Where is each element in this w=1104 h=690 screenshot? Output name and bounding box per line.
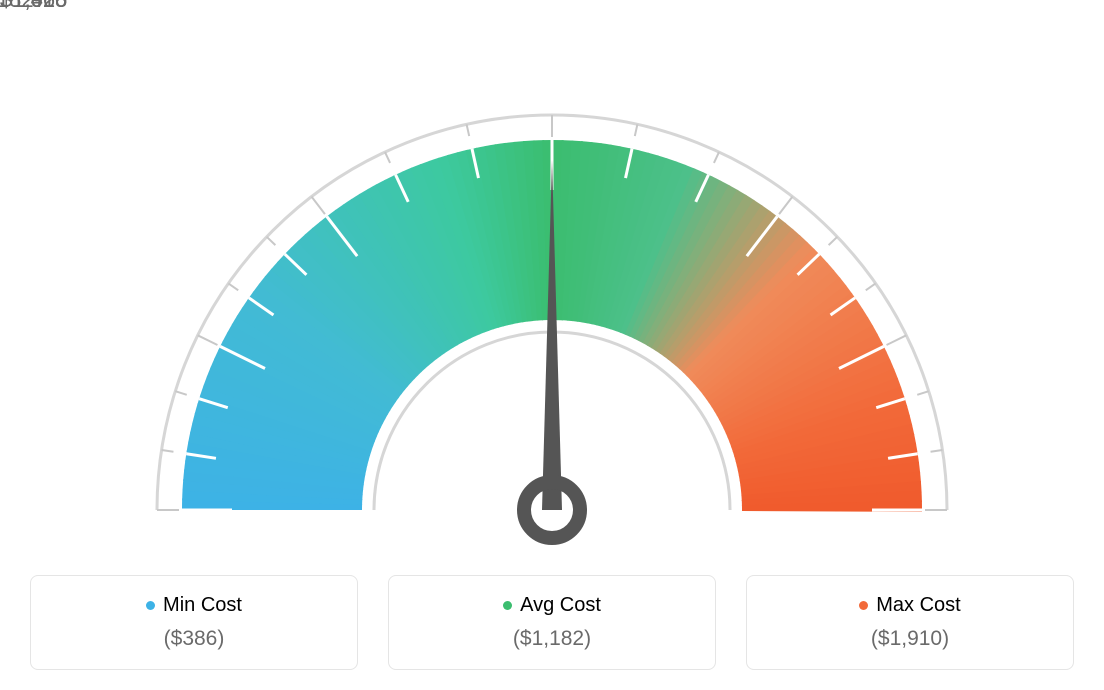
max-cost-title: Max Cost bbox=[859, 594, 960, 617]
max-cost-value: ($1,910) bbox=[757, 627, 1063, 651]
min-cost-value: ($386) bbox=[41, 627, 347, 651]
avg-cost-label: Avg Cost bbox=[520, 594, 601, 617]
avg-cost-value: ($1,182) bbox=[399, 627, 705, 651]
min-cost-dot-icon bbox=[146, 601, 155, 610]
cost-cards: Min Cost ($386) Avg Cost ($1,182) Max Co… bbox=[0, 575, 1104, 670]
gauge-chart bbox=[0, 0, 1104, 560]
gauge-container: $386$585$784$1,182$1,425$1,668$1,910 bbox=[0, 0, 1104, 560]
min-cost-card: Min Cost ($386) bbox=[30, 575, 358, 670]
avg-cost-title: Avg Cost bbox=[503, 594, 601, 617]
max-cost-label: Max Cost bbox=[876, 594, 960, 617]
min-cost-title: Min Cost bbox=[146, 594, 242, 617]
gauge-tick-label: $1,910 bbox=[0, 0, 67, 13]
min-cost-label: Min Cost bbox=[163, 594, 242, 617]
max-cost-dot-icon bbox=[859, 601, 868, 610]
max-cost-card: Max Cost ($1,910) bbox=[746, 575, 1074, 670]
avg-cost-card: Avg Cost ($1,182) bbox=[388, 575, 716, 670]
avg-cost-dot-icon bbox=[503, 601, 512, 610]
